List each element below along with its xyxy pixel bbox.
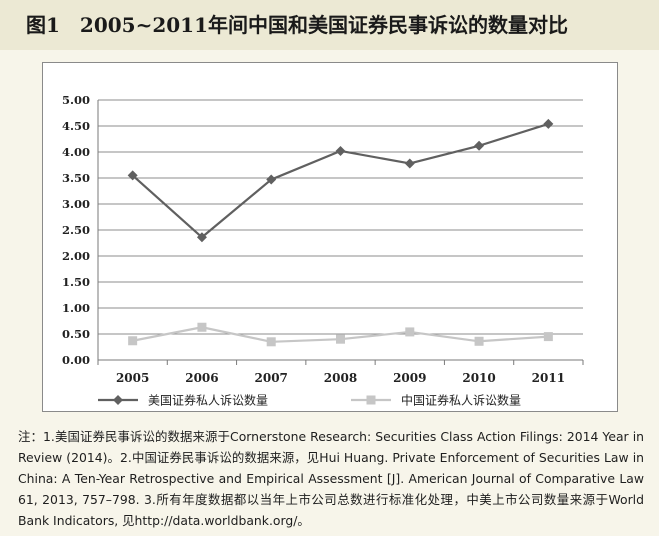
y-tick-label: 2.00: [62, 249, 90, 263]
legend-label: 美国证券私人诉讼数量: [148, 393, 268, 408]
y-tick-label: 1.00: [62, 301, 90, 315]
x-tick-label: 2006: [185, 371, 218, 385]
y-tick-labels: 0.00 0.50 1.00 1.50 2.00 2.50 3.00 3.50 4.00 4.50…: [62, 93, 90, 367]
figure-note: 注：1.美国证券民事诉讼的数据来源于Cornerstone Research: …: [18, 429, 644, 528]
us-data-point: [404, 158, 415, 169]
x-tick-label: 2007: [255, 371, 288, 385]
line-chart: 0.00 0.50 1.00 1.50 2.00 2.50 3.00 3.50 4.00 4.50…: [62, 93, 584, 408]
china-data-point: [543, 332, 553, 342]
us-data-point: [335, 145, 346, 156]
x-tick-labels: 2005 2006 2007 2008 2009 2010 2011: [116, 371, 565, 385]
us-data-point: [266, 174, 277, 185]
china-data-point: [266, 337, 276, 347]
legend-label: 中国证券私人诉讼数量: [401, 393, 521, 408]
y-tick-label: 4.50: [62, 119, 90, 133]
legend-item-china: 中国证券私人诉讼数量: [351, 393, 521, 408]
series: [127, 118, 554, 347]
china-data-point: [197, 322, 207, 332]
china-data-point: [474, 336, 484, 346]
x-tick-label: 2010: [462, 371, 495, 385]
gridlines: [98, 99, 583, 335]
x-tick-label: 2011: [532, 371, 565, 385]
axes: [97, 100, 584, 365]
us-data-point: [127, 170, 138, 181]
us-data-point: [196, 232, 207, 243]
chart-frame: 0.00 0.50 1.00 1.50 2.00 2.50 3.00 3.50 4.00 4.50…: [42, 62, 618, 412]
legend-swatch-marker: [113, 395, 123, 405]
us-data-point: [474, 140, 485, 151]
legend-swatch-marker: [366, 395, 376, 405]
y-tick-label: 5.00: [62, 93, 90, 107]
x-tick-label: 2005: [116, 371, 149, 385]
china-data-point: [128, 336, 138, 346]
y-tick-label: 1.50: [62, 275, 90, 289]
y-tick-label: 4.00: [62, 145, 90, 159]
y-tick-label: 2.50: [62, 223, 90, 237]
legend-item-us: 美国证券私人诉讼数量: [98, 393, 268, 408]
legend: 美国证券私人诉讼数量 中国证券私人诉讼数量: [98, 393, 521, 408]
x-tick-label: 2009: [393, 371, 426, 385]
y-tick-label: 0.00: [62, 353, 90, 367]
us-series-line: [131, 122, 549, 239]
y-tick-label: 0.50: [62, 327, 90, 341]
x-tick-label: 2008: [324, 371, 357, 385]
china-series: [128, 322, 553, 347]
china-data-point: [405, 327, 415, 337]
us-data-point: [543, 118, 554, 129]
china-data-point: [336, 334, 345, 344]
y-tick-label: 3.00: [62, 197, 90, 211]
y-tick-label: 3.50: [62, 171, 90, 185]
figure-title: 图1 2005~2011年间中国和美国证券民事诉讼的数量对比: [0, 0, 659, 50]
us-series: [127, 118, 554, 243]
